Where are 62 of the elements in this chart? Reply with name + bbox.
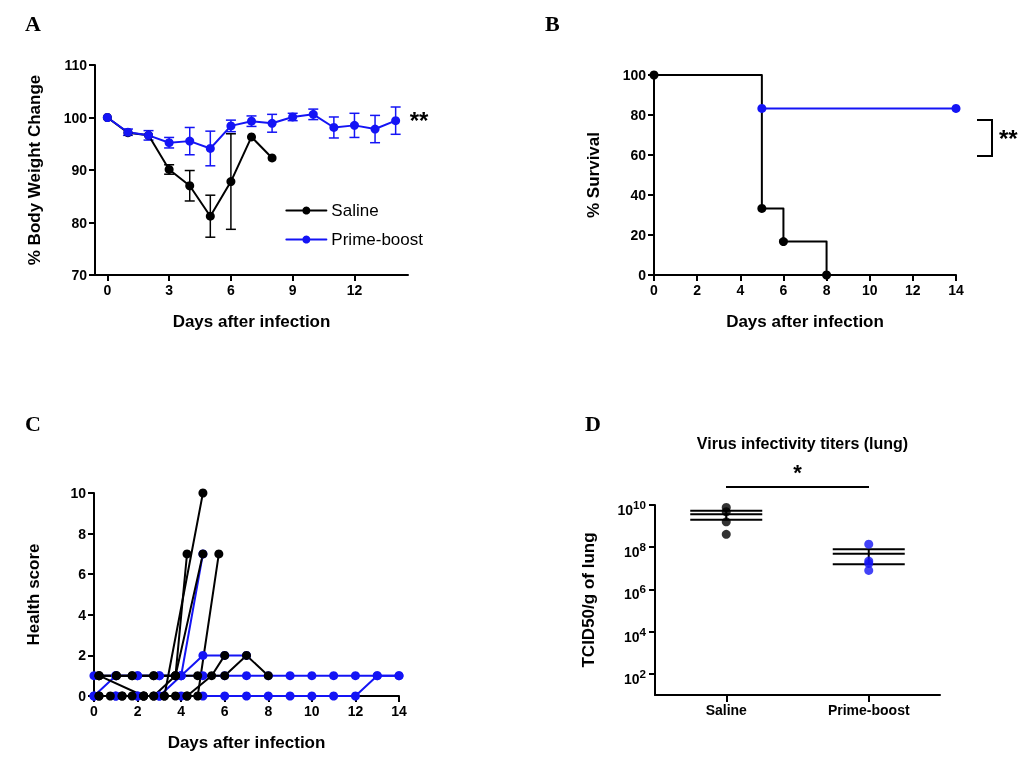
- x-tick-label: 12: [347, 703, 364, 719]
- y-tick-label: 6: [78, 566, 87, 583]
- y-tick-label: 0: [638, 267, 647, 283]
- x-axis-title: Days after infection: [726, 312, 884, 331]
- x-tick-label: 8: [822, 282, 831, 298]
- x-tick-label: 14: [391, 703, 407, 719]
- x-tick-label: 14: [948, 282, 964, 298]
- annotation: **: [409, 107, 429, 135]
- y-tick-label: 10: [70, 485, 87, 501]
- y-tick-label: 80: [71, 214, 88, 231]
- x-tick-label: 2: [133, 703, 142, 719]
- y-tick-label: 10$^{4}$: [623, 623, 646, 646]
- text: *: [793, 459, 803, 485]
- x-axis-title: Days after infection: [172, 312, 331, 331]
- y-tick-label: 90: [71, 162, 88, 178]
- x-tick-label: 6: [227, 282, 236, 298]
- y-tick-label: 4: [78, 606, 87, 623]
- y-axis-title: TCID50/g of lung: [579, 532, 598, 668]
- y-tick-label: 60: [630, 147, 647, 163]
- x-tick-label: Saline: [705, 702, 748, 718]
- x-axis-title: Days after infection: [167, 733, 326, 752]
- y-tick-label: 0: [78, 688, 87, 704]
- x-tick-label: 0: [90, 703, 99, 719]
- y-tick-label: 80: [630, 107, 647, 123]
- x-tick-label: 2: [693, 282, 702, 298]
- x-tick-label: 9: [288, 282, 297, 298]
- x-tick-label: 10: [304, 703, 320, 719]
- y-axis-title: % Survival: [584, 132, 603, 218]
- legend-label: Prime-boost: [331, 230, 424, 249]
- x-tick-label: 10: [861, 282, 878, 298]
- x-tick-label: 3: [165, 282, 174, 298]
- x-tick-label: 12: [346, 282, 363, 298]
- x-tick-label: 6: [220, 703, 229, 719]
- x-tick-label: 4: [177, 703, 186, 719]
- x-tick-label: 4: [736, 282, 745, 298]
- y-tick-label: 8: [78, 525, 87, 542]
- legend-label: Saline: [331, 201, 379, 220]
- y-tick-label: 10$^{8}$: [623, 539, 646, 561]
- x-tick-label: 8: [264, 703, 273, 719]
- text: **: [999, 124, 1019, 152]
- y-tick-label: 110: [64, 57, 88, 73]
- chart-title: Virus infectivity titers (lung): [696, 434, 909, 452]
- x-tick-label: 0: [650, 282, 659, 298]
- y-tick-label: 20: [630, 227, 647, 243]
- y-axis-title: Health score: [24, 543, 43, 646]
- x-tick-label: 0: [103, 282, 112, 298]
- y-tick-label: 100: [63, 109, 88, 126]
- x-tick-label: Prime-boost: [827, 702, 910, 718]
- text: D: [585, 410, 601, 436]
- y-axis-title: % Body Weight Change: [25, 74, 44, 266]
- y-tick-label: 2: [78, 647, 87, 664]
- y-tick-label: 10$^{6}$: [623, 581, 646, 604]
- y-tick-label: 40: [630, 187, 647, 203]
- y-tick-label: 10$^{2}$: [623, 665, 646, 688]
- text: C: [25, 410, 41, 436]
- y-tick-label: 10$^{10}$: [617, 497, 646, 519]
- x-tick-label: 12: [905, 282, 921, 298]
- text: A: [25, 10, 41, 36]
- x-tick-label: 6: [779, 282, 788, 298]
- text: B: [545, 10, 560, 36]
- y-tick-label: 70: [71, 267, 88, 283]
- y-tick-label: 100: [622, 67, 647, 83]
